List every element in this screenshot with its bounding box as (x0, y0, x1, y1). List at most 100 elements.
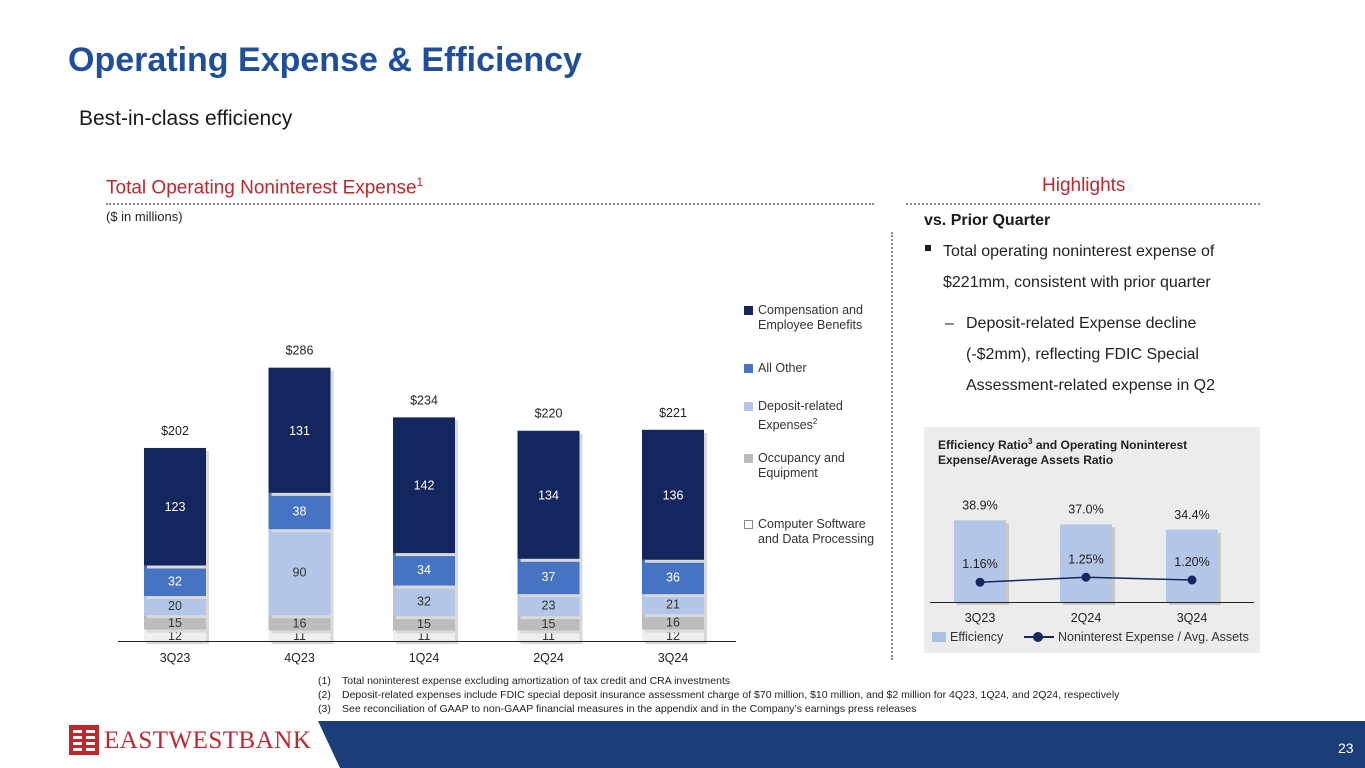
bar-value-label: 142 (414, 479, 435, 493)
footnote-2: (2) Deposit-related expenses include FDIC… (318, 688, 1119, 702)
efficiency-bar-2q24 (1060, 524, 1112, 602)
bar-value-label: 123 (165, 500, 186, 514)
x-axis-tick-label: 1Q24 (409, 651, 440, 665)
expense-ratio-label: 1.16% (962, 557, 997, 571)
bar-value-label: 20 (168, 599, 182, 613)
highlights-subheading: vs. Prior Quarter (924, 212, 1051, 229)
bar-value-label: 15 (168, 616, 182, 630)
chart-section-heading: Total Operating Noninterest Expense1 (106, 175, 423, 199)
vertical-divider (891, 232, 893, 660)
chart-section-heading-text: Total Operating Noninterest Expense (106, 177, 417, 199)
footer (0, 721, 1365, 768)
legend-label-deposit-sup: 2 (812, 417, 818, 426)
efficiency-title-part1: Efficiency Ratio (938, 438, 1029, 452)
bar-value-label: 37 (542, 570, 556, 584)
legend-label-all-other: All Other (758, 361, 807, 375)
bar-segment-compensation-and-employee-benefits-4q23 (268, 367, 331, 493)
efficiency-legend-line-label: Noninterest Expense / Avg. Assets (1058, 630, 1249, 644)
bar-segment-deposit-related-expenses-2q24 (517, 594, 580, 617)
bar-value-label: 21 (666, 598, 680, 612)
highlight-bullet: Total operating noninterest expense of $… (925, 236, 1245, 298)
efficiency-title-part2: and Operating Noninterest Expense/Averag… (938, 438, 1188, 467)
expense-stacked-bar-chart: 12152032123$2023Q2311169038131$2864Q2311… (118, 344, 736, 665)
expense-ratio-point (1187, 575, 1197, 585)
highlights-divider (906, 203, 1260, 205)
chart-section-heading-sup: 1 (416, 175, 424, 189)
bar-segment-occupancy-and-equipment-2q24 (517, 616, 580, 631)
highlights-heading: Highlights (1042, 175, 1126, 196)
x-axis-tick-label: 2Q24 (533, 651, 564, 665)
highlight-sub-bullet-text: Deposit-related Expense decline (-$2mm),… (966, 315, 1216, 394)
bar-segment-compensation-and-employee-benefits-3q24 (642, 429, 704, 560)
legend-computer: Computer Software and Data Processing (744, 517, 884, 547)
bar-segment-compensation-and-employee-benefits-2q24 (517, 430, 580, 559)
highlight-sub-bullet: – Deposit-related Expense decline (-$2mm… (945, 308, 1245, 401)
footnote-1: (1) Total noninterest expense excluding a… (318, 674, 1119, 688)
efficiency-x-tick-label: 3Q24 (1177, 611, 1208, 625)
efficiency-legend-bar-swatch (932, 632, 946, 642)
expense-ratio-label: 1.25% (1068, 552, 1103, 566)
bar-segment-all-other-1q24 (393, 553, 455, 586)
efficiency-chart-title: Efficiency Ratio3 and Operating Noninter… (938, 434, 1238, 468)
footnote-3-text: See reconciliation of GAAP to non-GAAP f… (342, 703, 917, 715)
legend-all-other: All Other (744, 361, 884, 376)
efficiency-legend: Efficiency Noninterest Expense / Avg. As… (932, 630, 1252, 646)
efficiency-bar-3q23 (954, 520, 1006, 602)
legend-label-deposit-wrap: Deposit-related Expenses2 (744, 399, 884, 433)
bar-segment-computer-software-and-data-processing-2q24 (517, 630, 580, 641)
bar-value-label: 38 (293, 505, 307, 519)
bar-segment-computer-software-and-data-processing-4q23 (268, 630, 331, 641)
logo-text: EASTWESTBANK (104, 727, 312, 754)
bar-value-label: 23 (542, 599, 556, 613)
efficiency-panel: Efficiency Ratio3 and Operating Noninter… (924, 427, 1260, 653)
bar-value-label: 90 (293, 566, 307, 580)
bar-value-label: 131 (289, 424, 310, 438)
efficiency-legend-bar-label: Efficiency (950, 630, 1004, 644)
bar-segment-computer-software-and-data-processing-1q24 (393, 630, 455, 641)
x-axis-tick-label: 3Q23 (160, 651, 191, 665)
bar-total-label: $220 (535, 407, 563, 421)
legend-occupancy: Occupancy and Equipment (744, 451, 884, 481)
bar-segment-deposit-related-expenses-1q24 (393, 585, 455, 617)
bar-segment-all-other-3q23 (144, 565, 206, 597)
x-axis-tick-label: 4Q23 (284, 651, 315, 665)
legend-swatch-deposit (744, 402, 753, 411)
bar-segment-occupancy-and-equipment-3q24 (642, 614, 704, 630)
legend-label-compensation: Compensation and Employee Benefits (758, 303, 863, 332)
dash-icon: – (945, 315, 954, 332)
legend-deposit: Deposit-related Expenses2 (744, 399, 884, 433)
bar-value-label: 15 (542, 617, 556, 631)
bar-value-label: 136 (663, 488, 684, 502)
units-label: ($ in millions) (106, 209, 183, 224)
efficiency-bar-label: 34.4% (1174, 508, 1209, 522)
efficiency-title-sup: 3 (1028, 437, 1033, 446)
efficiency-x-tick-label: 2Q24 (1071, 611, 1102, 625)
footnote-3: (3) See reconciliation of GAAP to non-GAA… (318, 702, 1119, 716)
bar-segment-computer-software-and-data-processing-3q24 (642, 629, 704, 641)
bar-value-label: 32 (417, 594, 431, 608)
footnote-3-num: (3) (318, 703, 331, 715)
bar-segment-compensation-and-employee-benefits-3q23 (144, 447, 206, 566)
bar-segment-all-other-3q24 (642, 559, 704, 595)
bar-segment-compensation-and-employee-benefits-1q24 (393, 417, 455, 554)
page-number: 23 (1338, 740, 1354, 756)
bar-value-label: 32 (168, 574, 182, 588)
legend-swatch-all-other (744, 364, 753, 373)
footnote-2-text: Deposit-related expenses include FDIC sp… (342, 689, 1120, 701)
bullet-square-icon (925, 245, 931, 251)
page-title: Operating Expense & Efficiency (68, 41, 582, 79)
bar-segment-deposit-related-expenses-3q24 (642, 594, 704, 615)
bank-logo-icon (69, 725, 99, 755)
bar-value-label: 36 (666, 570, 680, 584)
bar-segment-occupancy-and-equipment-3q23 (144, 615, 206, 630)
efficiency-x-tick-label: 3Q23 (965, 611, 996, 625)
bar-value-label: 34 (417, 563, 431, 577)
footnote-1-text: Total noninterest expense excluding amor… (342, 675, 731, 687)
expense-ratio-point (975, 577, 985, 587)
efficiency-bar-label: 38.9% (962, 498, 997, 512)
footnote-2-num: (2) (318, 689, 331, 701)
bar-segment-occupancy-and-equipment-1q24 (393, 616, 455, 631)
legend-swatch-computer (744, 520, 753, 529)
bar-value-label: 16 (666, 615, 680, 629)
bar-value-label: 134 (538, 488, 559, 502)
